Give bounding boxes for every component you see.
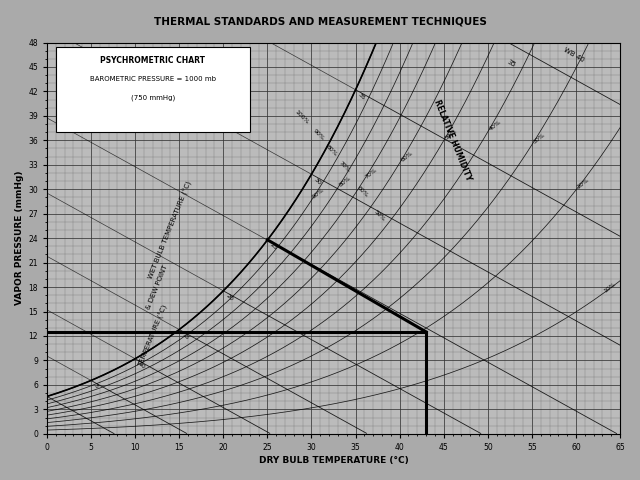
Text: 60%: 60% [399,151,413,163]
Text: THERMAL STANDARDS AND MEASUREMENT TECHNIQUES: THERMAL STANDARDS AND MEASUREMENT TECHNI… [154,17,486,27]
Text: RELATIVE HUMIDITY: RELATIVE HUMIDITY [432,98,473,182]
Text: 10%: 10% [602,281,616,294]
Text: 15: 15 [181,332,190,341]
X-axis label: DRY BULB TEMPERATURE (°C): DRY BULB TEMPERATURE (°C) [259,456,408,465]
Y-axis label: VAPOR PRESSURE (mmHg): VAPOR PRESSURE (mmHg) [15,171,24,305]
Text: 35: 35 [506,59,516,69]
Text: 70%: 70% [364,167,378,180]
Text: 5: 5 [93,383,99,389]
Text: 60%: 60% [356,185,369,198]
Text: 50%: 50% [373,210,387,223]
Text: 80%: 80% [338,175,352,188]
Text: 40%: 40% [488,119,502,132]
Text: 20%: 20% [576,178,590,190]
Text: 80%: 80% [324,144,338,157]
Text: 25: 25 [269,242,278,252]
Text: PSYCHROMETRIC CHART: PSYCHROMETRIC CHART [100,56,205,65]
Text: 30%: 30% [532,132,546,144]
Text: WET BULB TEMPERATURE (°C): WET BULB TEMPERATURE (°C) [147,180,193,280]
Text: 70%: 70% [338,161,351,174]
Text: 90%: 90% [312,128,325,141]
Bar [56,47,250,132]
Text: WB 40: WB 40 [563,47,586,63]
Text: (750 mmHg): (750 mmHg) [131,95,175,101]
Text: TEMPERATURE (°C): TEMPERATURE (°C) [137,304,168,368]
Text: 30: 30 [313,177,323,186]
Text: & DEW POINT: & DEW POINT [145,264,169,310]
Text: 100%: 100% [294,109,310,125]
Text: 10: 10 [137,361,146,370]
Text: 90%: 90% [312,188,326,200]
Text: 20: 20 [225,293,234,302]
Text: 35: 35 [357,92,367,101]
Text: BAROMETRIC PRESSURE = 1000 mb: BAROMETRIC PRESSURE = 1000 mb [90,76,216,82]
Text: 50%: 50% [444,128,458,141]
